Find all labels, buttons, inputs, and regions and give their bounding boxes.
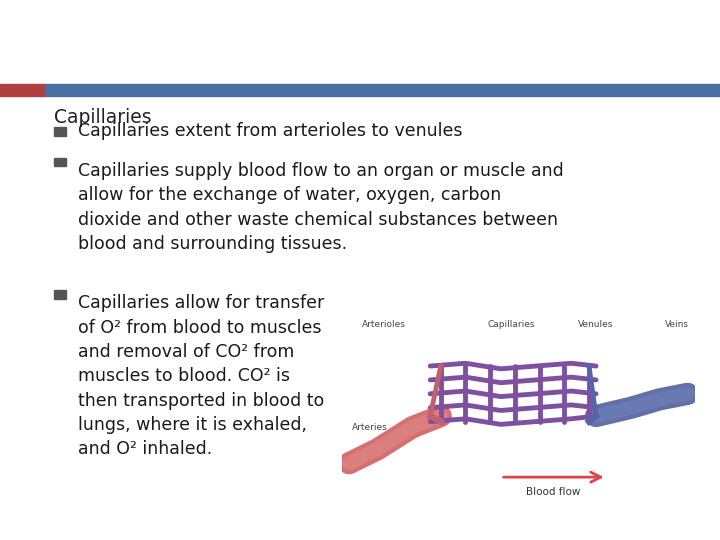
- Text: Arteries: Arteries: [352, 423, 388, 431]
- Bar: [54, 158, 66, 166]
- Bar: [54, 127, 66, 136]
- Text: Capillaries: Capillaries: [487, 320, 535, 329]
- Text: Capillaries allow for transfer
of O² from blood to muscles
and removal of CO² fr: Capillaries allow for transfer of O² fro…: [78, 294, 325, 458]
- Bar: [45, 84, 720, 96]
- Text: Veins: Veins: [665, 320, 689, 329]
- Text: Blood flow: Blood flow: [526, 488, 581, 497]
- Text: Capillaries: Capillaries: [54, 108, 152, 127]
- Text: Capillaries supply blood flow to an organ or muscle and
allow for the exchange o: Capillaries supply blood flow to an orga…: [78, 162, 564, 253]
- Bar: [0, 84, 45, 96]
- Text: Arterioles: Arterioles: [362, 320, 406, 329]
- Bar: [54, 290, 66, 299]
- Text: Capillaries extent from arterioles to venules: Capillaries extent from arterioles to ve…: [78, 122, 463, 140]
- Text: Venules: Venules: [578, 320, 613, 329]
